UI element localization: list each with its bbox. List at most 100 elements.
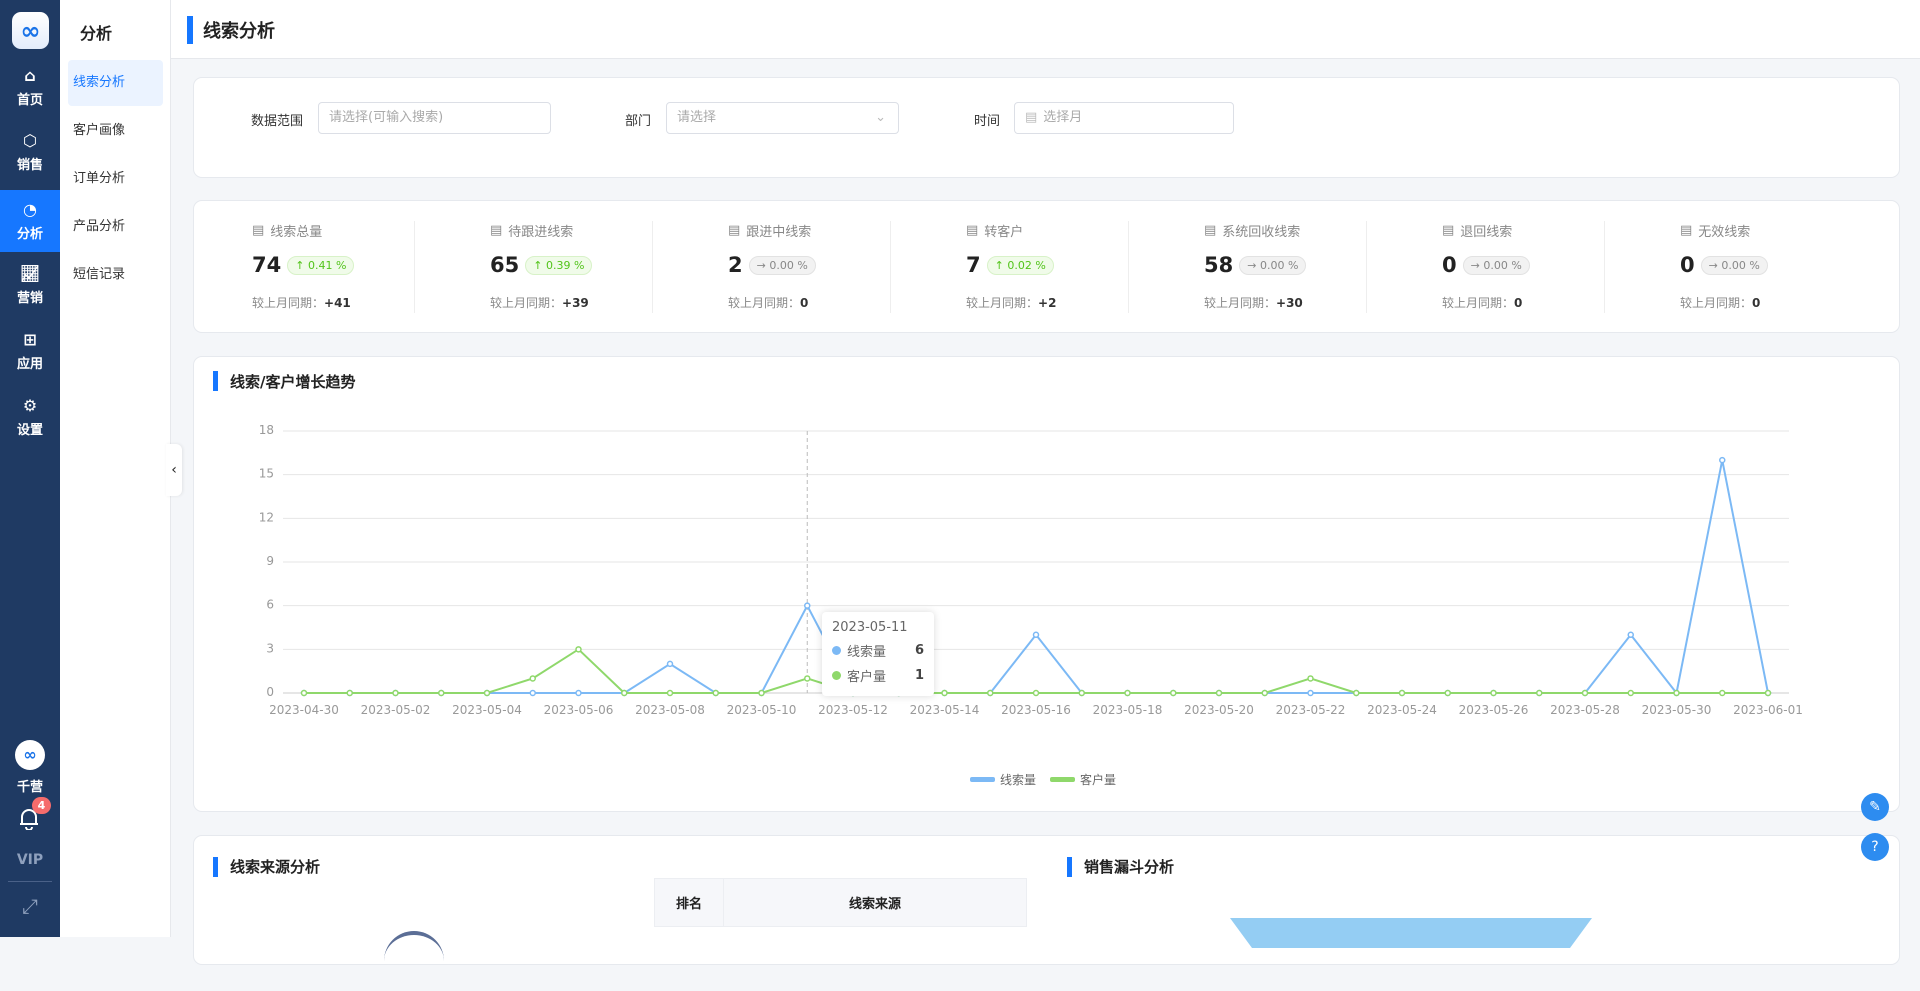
compare-value: 0 xyxy=(1752,296,1761,310)
expand-icon[interactable]: ⤢ xyxy=(22,894,38,918)
change-badge: ↑ 0.39 % xyxy=(525,255,593,275)
pie-chart-edge xyxy=(384,931,444,991)
funnel-stage xyxy=(1230,918,1592,948)
nav-label: 分析 xyxy=(16,226,43,242)
sidebar-item[interactable]: 订单分析 xyxy=(73,171,126,186)
sidebar-item[interactable]: 短信记录 xyxy=(73,267,126,282)
change-value: 0.02 % xyxy=(1007,258,1046,272)
tooltip-date: 2023-05-11 xyxy=(832,620,908,635)
nav-label: 应用 xyxy=(16,356,43,372)
rail-divider xyxy=(8,881,52,882)
compare-value: 0 xyxy=(1514,296,1523,310)
page-header: 线索分析 xyxy=(171,0,1920,59)
change-value: 0.00 % xyxy=(1483,258,1522,272)
document-icon: ▤ xyxy=(1442,223,1455,238)
pie-chart-icon: ◔ xyxy=(23,199,37,219)
nav-item-3[interactable]: 📈︎ 营销 xyxy=(0,254,60,316)
vip-icon[interactable]: VIP xyxy=(16,852,44,868)
collapse-sidebar-button[interactable]: ‹ xyxy=(166,444,182,496)
change-badge: → 0.00 % xyxy=(1700,255,1768,275)
change-value: 0.41 % xyxy=(307,258,347,272)
edit-button[interactable]: ✎ xyxy=(1861,793,1889,821)
bottom-card: 线索来源分析 排名 线索来源 销售漏斗分析 xyxy=(193,835,1900,965)
document-icon: ▤ xyxy=(490,223,503,238)
title-accent xyxy=(187,16,193,44)
stat-1: ▤ 待跟进线索 65 ↑ 0.39 % 较上月同期：+39 xyxy=(422,201,660,334)
month-picker[interactable]: ▤ 选择月 xyxy=(1014,102,1234,134)
stat-divider xyxy=(1366,221,1367,313)
tooltip-value: 6 xyxy=(914,643,924,658)
trend-title: 线索/客户增长趋势 xyxy=(230,373,356,391)
nav-label: 营销 xyxy=(16,290,43,306)
nav-item-2[interactable]: ◔ 分析 xyxy=(0,190,60,252)
edit-icon: ✎ xyxy=(1869,799,1881,815)
stat-title: 无效线索 xyxy=(1698,225,1751,240)
nav-item-5[interactable]: ⚙ 设置 xyxy=(0,386,60,448)
nav-label: 销售 xyxy=(16,157,43,173)
bell-icon[interactable] xyxy=(18,806,40,830)
notification-badge: 4 xyxy=(32,797,51,814)
compare-label: 较上月同期： xyxy=(1442,296,1515,310)
trend-card: 线索/客户增长趋势 xyxy=(193,356,1900,812)
stat-title: 线索总量 xyxy=(270,225,323,240)
stat-3: ▤ 转客户 7 ↑ 0.02 % 较上月同期：+2 xyxy=(898,201,1136,334)
compare-label: 较上月同期： xyxy=(1680,296,1753,310)
icon-rail: ∞ ⌂ 首页 ⬡ 销售 ◔ 分析 📈︎ 营销 ⊞ 应用 ⚙ 设置 ∞ 千营 4 VIP ⤢ xyxy=(0,0,60,937)
change-badge: ↑ 0.41 % xyxy=(287,255,355,275)
sidebar-item[interactable]: 客户画像 xyxy=(73,123,126,138)
stats-card: ▤ 线索总量 74 ↑ 0.41 % 较上月同期：+41 ▤ 待跟进线索 65 ↑ 0.… xyxy=(193,200,1900,333)
stat-divider xyxy=(652,221,653,313)
compare-value: +39 xyxy=(562,296,589,310)
app-logo[interactable]: ∞ xyxy=(12,12,49,49)
dept-placeholder: 请选择 xyxy=(677,110,717,125)
tooltip-row-leads: 线索量 6 xyxy=(832,641,924,660)
change-badge: → 0.00 % xyxy=(1462,255,1530,275)
document-icon: ▤ xyxy=(1204,223,1217,238)
compare-value: 0 xyxy=(800,296,809,310)
sidebar-item[interactable]: 产品分析 xyxy=(73,219,126,234)
dept-label: 部门 xyxy=(625,114,652,129)
tooltip-label: 客户量 xyxy=(847,670,887,685)
dept-select[interactable]: 请选择 ⌄ xyxy=(666,102,899,134)
compare-label: 较上月同期： xyxy=(252,296,325,310)
data-range-label: 数据范围 xyxy=(251,114,304,129)
col-source: 线索来源 xyxy=(848,897,901,912)
help-button[interactable]: ? xyxy=(1861,833,1889,861)
compare-label: 较上月同期： xyxy=(728,296,801,310)
compare-value: +2 xyxy=(1038,296,1057,310)
stat-2: ▤ 跟进中线索 2 → 0.00 % 较上月同期：0 xyxy=(660,201,898,334)
nav-item-4[interactable]: ⊞ 应用 xyxy=(0,320,60,382)
chart-tooltip: 2023-05-11 线索量 6 客户量 1 xyxy=(822,612,934,696)
compare-value: +30 xyxy=(1276,296,1303,310)
stat-divider xyxy=(890,221,891,313)
source-title: 线索来源分析 xyxy=(230,858,321,876)
source-table-header: 排名 线索来源 xyxy=(654,878,1027,927)
compare-label: 较上月同期： xyxy=(490,296,563,310)
sidebar-item[interactable]: 线索分析 xyxy=(68,60,163,106)
compare-label: 较上月同期： xyxy=(1204,296,1277,310)
nav-label: 设置 xyxy=(16,422,43,438)
home-icon: ⌂ xyxy=(24,65,36,85)
secondary-sidebar: 分析 线索分析 客户画像 订单分析 产品分析 短信记录 xyxy=(60,0,171,937)
nav-item-0[interactable]: ⌂ 首页 xyxy=(0,56,60,118)
stat-title: 待跟进线索 xyxy=(508,225,574,240)
change-value: 0.00 % xyxy=(769,258,808,272)
gear-icon: ⚙ xyxy=(22,395,38,415)
calendar-icon: ▤ xyxy=(1025,110,1038,125)
document-icon: ▤ xyxy=(252,223,265,238)
section-accent xyxy=(213,371,218,391)
change-value: 0.00 % xyxy=(1259,258,1299,272)
line-chart-icon: 📈︎ xyxy=(19,263,41,283)
data-range-input[interactable]: 请选择(可输入搜索) xyxy=(318,102,551,134)
apps-icon: ⊞ xyxy=(23,329,37,349)
stat-6: ▤ 无效线索 0 → 0.00 % 较上月同期：0 xyxy=(1612,201,1850,334)
stat-value: 7 xyxy=(966,253,981,277)
document-icon: ▤ xyxy=(1680,223,1693,238)
document-icon: ▤ xyxy=(728,223,741,238)
stat-value: 74 xyxy=(252,253,282,277)
stat-divider xyxy=(414,221,415,313)
brand-logo[interactable]: ∞ xyxy=(15,740,45,770)
stat-value: 58 xyxy=(1204,253,1234,277)
section-accent xyxy=(213,857,218,877)
nav-item-1[interactable]: ⬡ 销售 xyxy=(0,121,60,183)
